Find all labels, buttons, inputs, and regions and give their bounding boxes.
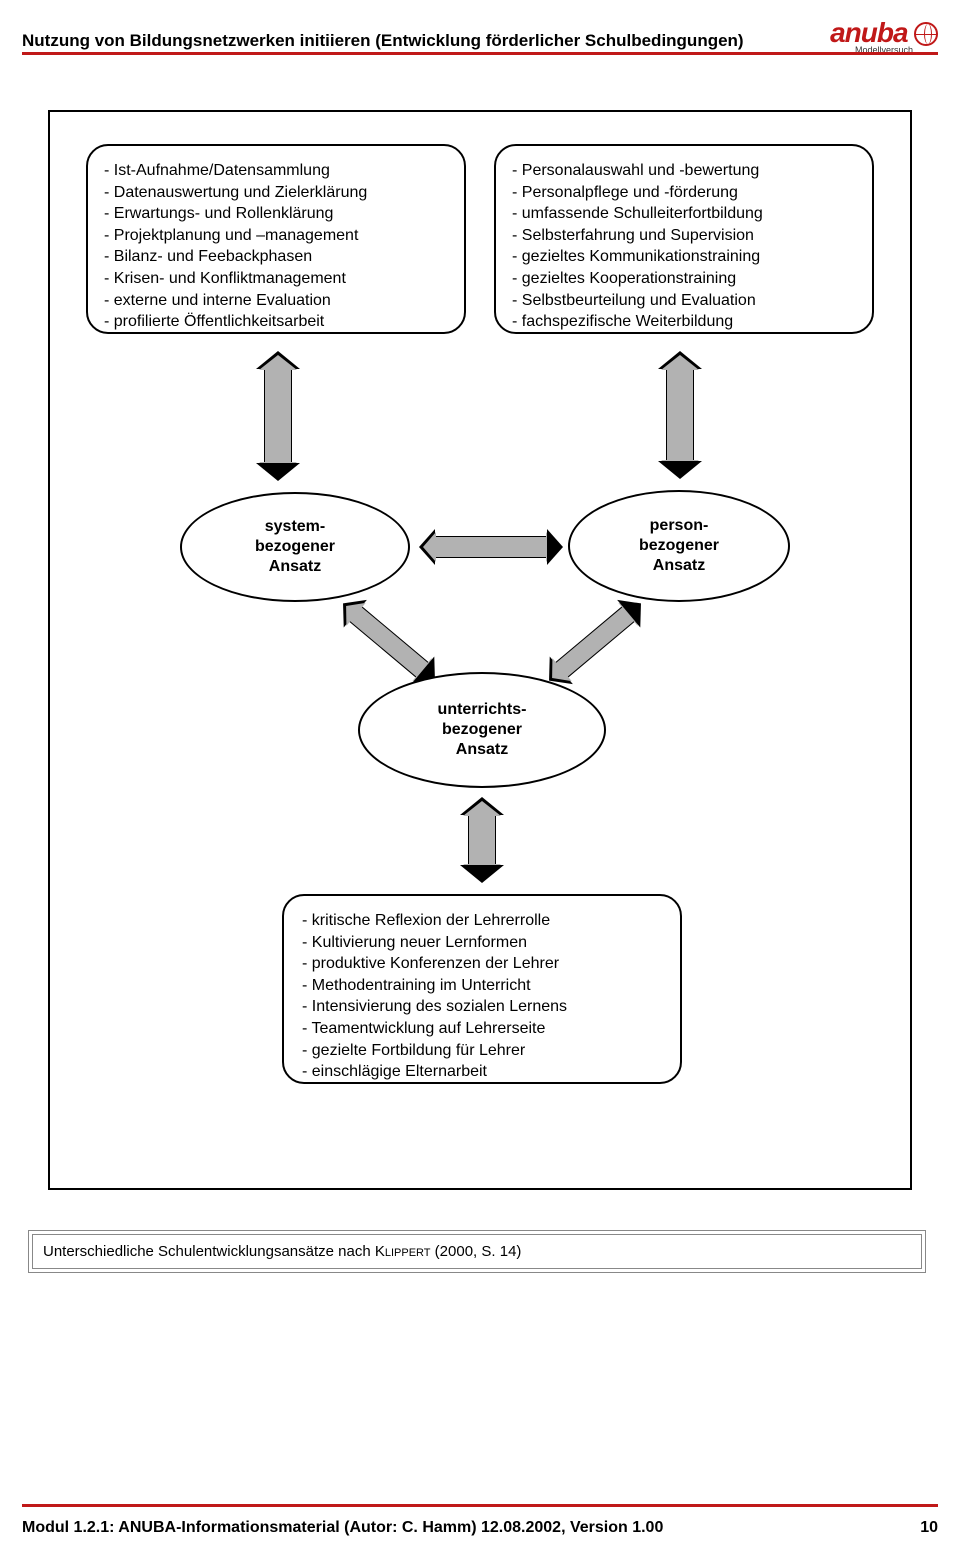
list-item: - Krisen- und Konfliktmanagement [104, 268, 448, 290]
page-header: Nutzung von Bildungsnetzwerken initiiere… [22, 20, 938, 55]
list-item: - Selbstbeurteilung und Evaluation [512, 290, 856, 312]
list-item: - Erwartungs- und Rollenklärung [104, 203, 448, 225]
arrow-system-box [264, 368, 292, 464]
caption-post: (2000, S. 14) [431, 1243, 522, 1260]
list-item: - Personalpflege und -förderung [512, 182, 856, 204]
globe-icon [914, 22, 938, 46]
arrow-person-unterricht [554, 605, 636, 678]
ellipse-person: person- bezogener Ansatz [568, 490, 790, 602]
list-item: - produktive Konferenzen der Lehrer [302, 953, 662, 975]
arrow-unterricht-box [468, 814, 496, 866]
list-item: - gezielte Fortbildung für Lehrer [302, 1040, 662, 1062]
ellipse-line: bezogener [255, 538, 335, 555]
list-item: - Personalauswahl und -bewertung [512, 160, 856, 182]
ellipse-line: Ansatz [653, 557, 705, 574]
ellipse-line: Ansatz [456, 741, 508, 758]
list-item: - Kultivierung neuer Lernformen [302, 932, 662, 954]
arrow-person-box [666, 368, 694, 462]
footer-left: Modul 1.2.1: ANUBA-Informationsmaterial … [22, 1519, 663, 1537]
ellipse-system: system- bezogener Ansatz [180, 492, 410, 602]
list-item: - fachspezifische Weiterbildung [512, 311, 856, 333]
caption-box: Unterschiedliche Schulentwicklungsansätz… [28, 1230, 926, 1273]
footer-page-number: 10 [920, 1519, 938, 1537]
ellipse-line: person- [650, 517, 709, 534]
caption-smallcaps: Klippert [375, 1243, 431, 1260]
list-item: - Intensivierung des sozialen Lernens [302, 996, 662, 1018]
list-item: - Methodentraining im Unterricht [302, 975, 662, 997]
diagram-frame: - Ist-Aufnahme/Datensammlung - Datenausw… [48, 110, 912, 1190]
caption-pre: Unterschiedliche Schulentwicklungsansätz… [43, 1243, 375, 1260]
list-item: - Ist-Aufnahme/Datensammlung [104, 160, 448, 182]
arrow-system-unterricht [348, 605, 430, 678]
list-item: - kritische Reflexion der Lehrerrolle [302, 910, 662, 932]
header-rule [22, 52, 938, 55]
list-item: - Bilanz- und Feebackphasen [104, 246, 448, 268]
box-system-items: - Ist-Aufnahme/Datensammlung - Datenausw… [86, 144, 466, 334]
logo-text: anuba [830, 17, 907, 48]
arrow-system-person [434, 536, 548, 558]
list-item: - Selbsterfahrung und Supervision [512, 225, 856, 247]
ellipse-line: system- [265, 518, 325, 535]
list-item: - gezieltes Kommunikationstraining [512, 246, 856, 268]
box-person-items: - Personalauswahl und -bewertung - Perso… [494, 144, 874, 334]
footer-rule [22, 1504, 938, 1507]
list-item: - Datenauswertung und Zielerklärung [104, 182, 448, 204]
logo: anuba Modellversuch [830, 20, 938, 55]
list-item: - Projektplanung und –management [104, 225, 448, 247]
ellipse-line: unterrichts- [438, 701, 527, 718]
list-item: - profilierte Öffentlichkeitsarbeit [104, 311, 448, 333]
ellipse-line: bezogener [442, 721, 522, 738]
page-footer: Modul 1.2.1: ANUBA-Informationsmaterial … [22, 1519, 938, 1537]
caption-text: Unterschiedliche Schulentwicklungsansätz… [32, 1234, 922, 1269]
list-item: - umfassende Schulleiterfortbildung [512, 203, 856, 225]
list-item: - externe und interne Evaluation [104, 290, 448, 312]
ellipse-unterricht: unterrichts- bezogener Ansatz [358, 672, 606, 788]
box-unterricht-items: - kritische Reflexion der Lehrerrolle - … [282, 894, 682, 1084]
list-item: - gezieltes Kooperationstraining [512, 268, 856, 290]
list-item: - Teamentwicklung auf Lehrerseite [302, 1018, 662, 1040]
ellipse-line: Ansatz [269, 558, 321, 575]
ellipse-line: bezogener [639, 537, 719, 554]
list-item: - einschlägige Elternarbeit [302, 1061, 662, 1083]
